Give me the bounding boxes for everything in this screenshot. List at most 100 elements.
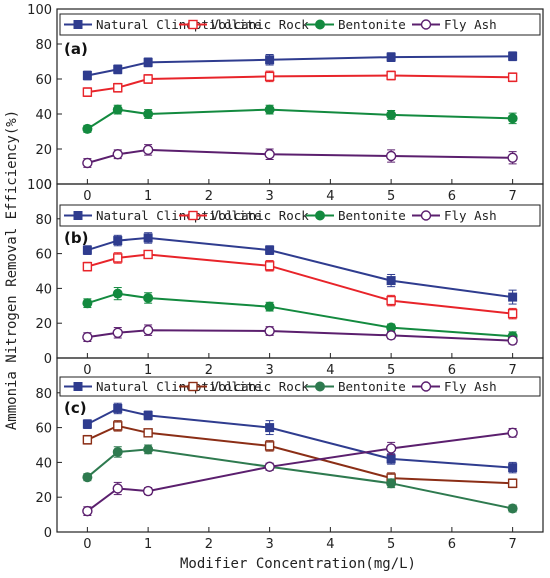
legend-marker <box>420 381 432 392</box>
series-line <box>86 431 513 512</box>
x-axis-label: Modifier Concentration(mg/L) <box>180 556 416 572</box>
panel-label: (a) <box>64 40 88 58</box>
data-point <box>112 149 123 160</box>
data-point <box>264 461 275 472</box>
data-point <box>386 478 397 489</box>
data-point <box>143 57 153 67</box>
legend-marker <box>315 210 325 221</box>
data-point <box>113 83 123 93</box>
legend-box <box>59 204 541 227</box>
y-axis-label: Ammonia Nitrogen Removal Efficiency(%) <box>4 110 20 430</box>
x-tick-label: 5 <box>387 189 395 204</box>
y-tick-label: 20 <box>35 143 52 158</box>
series-line <box>86 424 513 485</box>
x-tick-label: 6 <box>448 537 456 552</box>
y-tick-label: 0 <box>44 178 52 193</box>
x-tick-label: 6 <box>448 363 456 378</box>
data-point <box>507 113 518 124</box>
series-fly-ash <box>82 324 518 346</box>
data-point <box>113 64 123 74</box>
y-tick-label: 80 <box>35 213 52 228</box>
x-tick-label: 0 <box>83 363 91 378</box>
data-point <box>143 444 154 455</box>
data-point <box>264 325 275 337</box>
x-tick-label: 3 <box>265 537 273 552</box>
legend-box <box>59 376 541 397</box>
y-tick-label: 60 <box>35 422 52 437</box>
y-tick-label: 20 <box>35 491 52 506</box>
data-point <box>386 276 396 286</box>
series-line <box>87 55 513 77</box>
data-point <box>264 149 275 160</box>
x-tick-label: 2 <box>205 363 213 378</box>
data-point <box>142 485 154 497</box>
x-tick-label: 7 <box>508 363 516 378</box>
data-point <box>264 301 275 312</box>
y-tick-label: 100 <box>27 3 52 18</box>
x-tick-label: 0 <box>83 537 91 552</box>
legend-label: Volcanic Rock <box>211 208 309 223</box>
data-point <box>82 157 93 169</box>
data-point <box>112 327 123 338</box>
series-volcanic-rock <box>82 249 518 320</box>
y-tick-label: 0 <box>44 526 52 541</box>
legend-marker <box>420 210 432 221</box>
data-point <box>143 74 153 84</box>
y-tick-label: 80 <box>35 387 52 402</box>
y-tick-label: 60 <box>35 73 52 88</box>
data-point <box>508 292 518 302</box>
data-point <box>82 261 93 272</box>
series-bentonite <box>82 104 518 134</box>
x-tick-label: 1 <box>144 363 152 378</box>
legend-label: Natural Clinoptilolite <box>96 379 262 394</box>
data-point <box>112 483 123 494</box>
data-point <box>82 123 93 134</box>
data-point <box>82 505 93 517</box>
legend-label: Bentonite <box>338 379 406 394</box>
data-point <box>507 335 518 346</box>
series-line <box>87 253 513 315</box>
legend-label: Volcanic Rock <box>211 17 309 32</box>
x-tick-label: 0 <box>83 189 91 204</box>
x-tick-label: 2 <box>205 189 213 204</box>
data-point <box>142 144 154 156</box>
y-tick-label: 100 <box>27 178 52 193</box>
series-line <box>86 448 513 510</box>
series-natural-clinoptilolite <box>82 51 518 81</box>
legend-marker <box>188 381 198 392</box>
series-line <box>87 236 513 299</box>
series-line <box>87 292 513 338</box>
data-point <box>82 331 93 343</box>
data-point <box>113 253 123 263</box>
panel-label: (b) <box>64 229 88 247</box>
data-point <box>82 298 93 309</box>
x-tick-label: 3 <box>265 189 273 204</box>
y-tick-label: 60 <box>35 248 52 263</box>
data-point <box>82 472 93 483</box>
data-point <box>265 423 275 433</box>
data-point <box>386 295 396 306</box>
data-point <box>507 503 518 514</box>
legend-marker <box>315 19 325 30</box>
data-point <box>386 454 396 464</box>
legend-label: Fly Ash <box>444 208 497 223</box>
data-point <box>386 109 397 120</box>
data-point <box>113 236 123 246</box>
data-point <box>82 87 93 97</box>
legend-label: Fly Ash <box>444 17 497 32</box>
data-point <box>507 308 518 319</box>
data-point <box>386 70 396 81</box>
legend-marker <box>420 19 432 30</box>
data-point <box>507 152 518 163</box>
series-fly-ash <box>82 144 518 169</box>
x-tick-label: 1 <box>144 189 152 204</box>
series-volcanic-rock <box>82 70 518 97</box>
data-point <box>143 109 154 119</box>
data-point <box>265 55 275 65</box>
data-point <box>507 427 518 439</box>
data-point <box>508 51 518 61</box>
